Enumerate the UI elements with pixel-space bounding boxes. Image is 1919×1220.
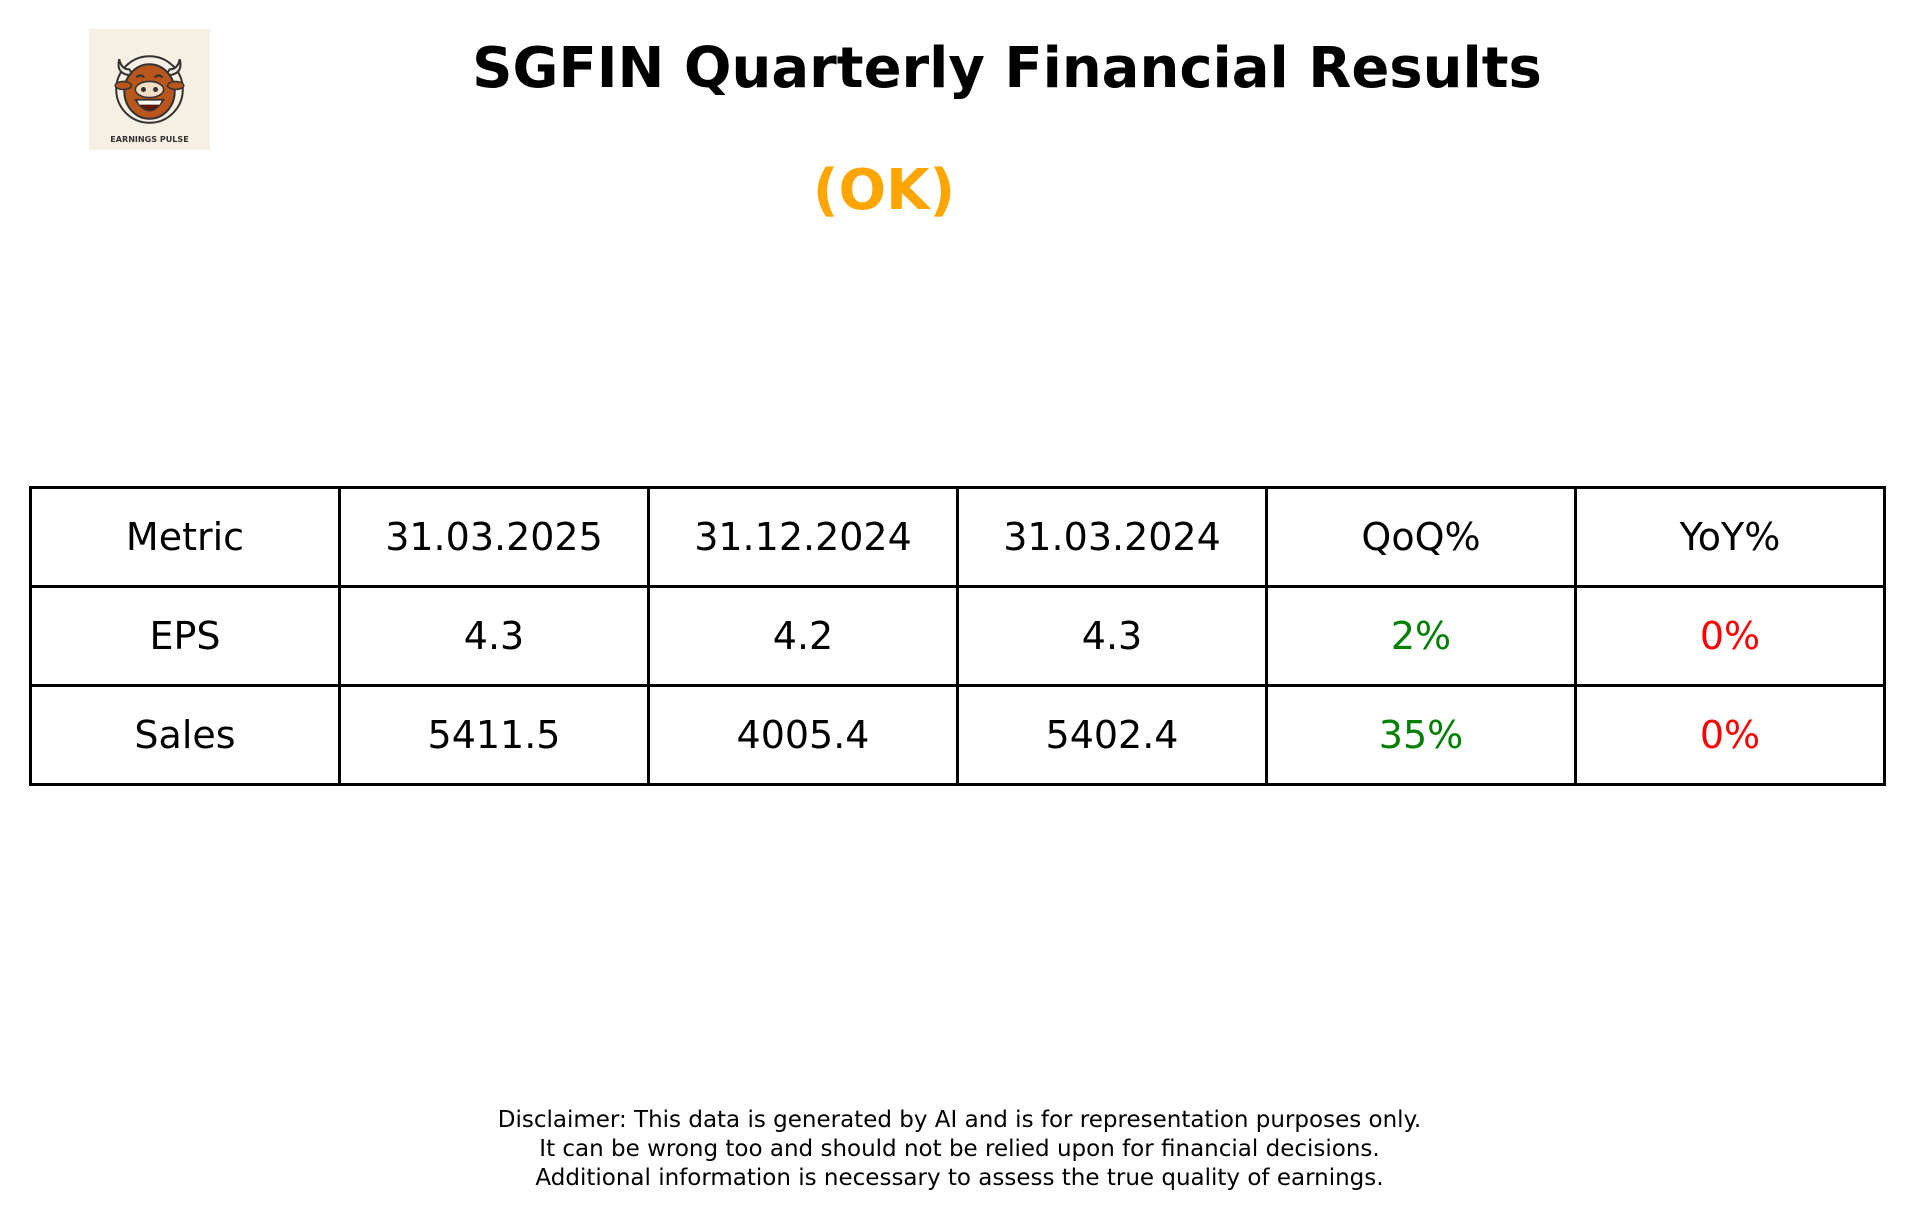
value-cell: 5411.5 <box>338 684 650 786</box>
column-header: QoQ% <box>1265 486 1577 588</box>
table-row: EPS 4.3 4.2 4.3 2% 0% <box>29 585 1886 687</box>
metric-cell: EPS <box>29 585 341 687</box>
value-cell: 4.3 <box>338 585 650 687</box>
column-header: 31.03.2025 <box>338 486 650 588</box>
qoq-cell: 35% <box>1265 684 1577 786</box>
table-header-row: Metric 31.03.2025 31.12.2024 31.03.2024 … <box>29 486 1886 588</box>
logo-text: EARNINGS PULSE <box>110 135 188 144</box>
value-cell: 4005.4 <box>647 684 959 786</box>
qoq-cell: 2% <box>1265 585 1577 687</box>
column-header: 31.03.2024 <box>956 486 1268 588</box>
results-table: Metric 31.03.2025 31.12.2024 31.03.2024 … <box>29 486 1886 786</box>
page-title: SGFIN Quarterly Financial Results <box>472 36 1542 101</box>
value-cell: 4.2 <box>647 585 959 687</box>
column-header: Metric <box>29 486 341 588</box>
bull-logo-icon: EARNINGS PULSE <box>110 55 189 144</box>
rating-badge: (OK) <box>812 158 956 223</box>
column-header: YoY% <box>1574 486 1886 588</box>
earnings-pulse-logo: EARNINGS PULSE <box>89 29 210 150</box>
disclaimer: Disclaimer: This data is generated by AI… <box>0 1106 1919 1193</box>
yoy-cell: 0% <box>1574 585 1886 687</box>
table-row: Sales 5411.5 4005.4 5402.4 35% 0% <box>29 684 1886 786</box>
disclaimer-line: Disclaimer: This data is generated by AI… <box>497 1107 1422 1133</box>
metric-cell: Sales <box>29 684 341 786</box>
disclaimer-line: Additional information is necessary to a… <box>535 1165 1384 1191</box>
disclaimer-line: It can be wrong too and should not be re… <box>539 1136 1380 1162</box>
value-cell: 5402.4 <box>956 684 1268 786</box>
column-header: 31.12.2024 <box>647 486 959 588</box>
yoy-cell: 0% <box>1574 684 1886 786</box>
value-cell: 4.3 <box>956 585 1268 687</box>
